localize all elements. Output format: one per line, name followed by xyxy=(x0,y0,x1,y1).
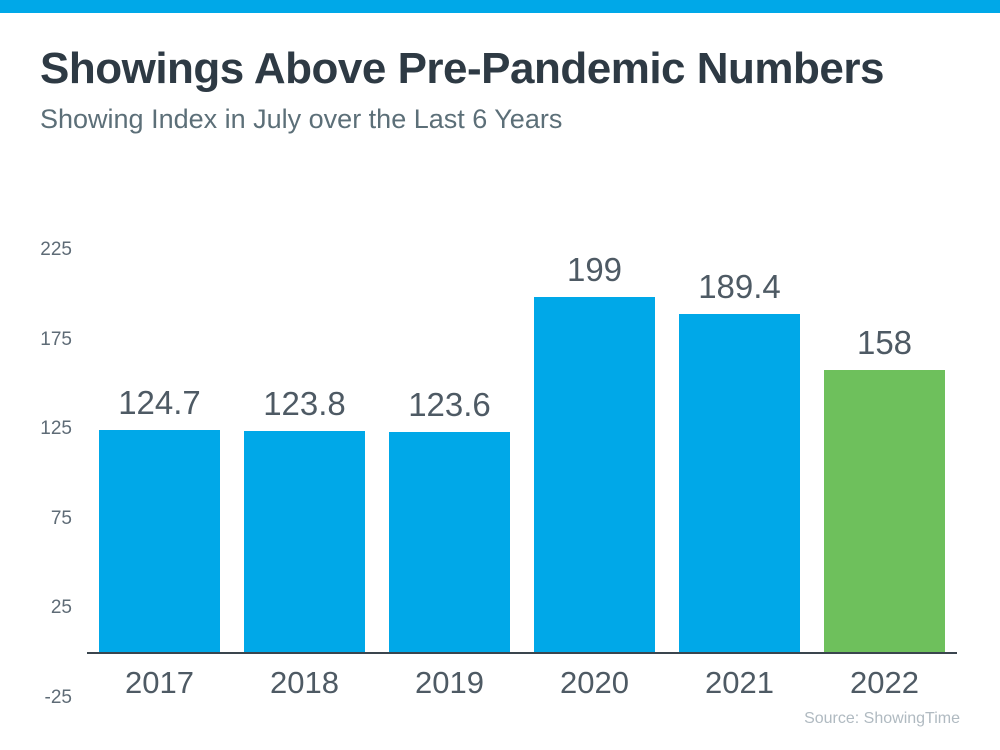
x-axis-label: 2017 xyxy=(125,665,194,700)
y-tick-label: -25 xyxy=(44,686,72,708)
x-axis-label: 2020 xyxy=(560,665,629,700)
x-axis-label: 2019 xyxy=(415,665,484,700)
y-tick-label: 25 xyxy=(50,597,72,619)
x-axis-label: 2018 xyxy=(270,665,339,700)
chart-title: Showings Above Pre-Pandemic Numbers xyxy=(40,44,884,93)
source-credit: Source: ShowingTime xyxy=(804,710,960,727)
bar-value-label: 199 xyxy=(566,250,623,288)
bar-value-label: 124.7 xyxy=(118,383,201,421)
bar-2022 xyxy=(824,370,945,653)
bar-value-label: 158 xyxy=(856,324,913,362)
bar-value-label: 123.8 xyxy=(263,385,346,423)
top-accent-bar xyxy=(0,0,1000,13)
x-axis-label: 2022 xyxy=(850,665,919,700)
bar-value-label: 189.4 xyxy=(698,267,781,305)
x-axis-line xyxy=(87,652,957,654)
bar-2021 xyxy=(679,313,800,653)
bar-2017 xyxy=(99,429,220,653)
x-axis-label: 2021 xyxy=(705,665,774,700)
bar-2019 xyxy=(389,431,510,653)
y-tick-label: 75 xyxy=(50,507,72,529)
y-tick-label: 225 xyxy=(40,239,72,261)
bar-2020 xyxy=(534,296,655,653)
bar-2018 xyxy=(244,431,365,653)
bar-value-label: 123.6 xyxy=(408,385,491,423)
chart-subtitle: Showing Index in July over the Last 6 Ye… xyxy=(40,104,563,134)
y-tick-label: 125 xyxy=(40,418,72,440)
y-tick-label: 175 xyxy=(40,328,72,350)
